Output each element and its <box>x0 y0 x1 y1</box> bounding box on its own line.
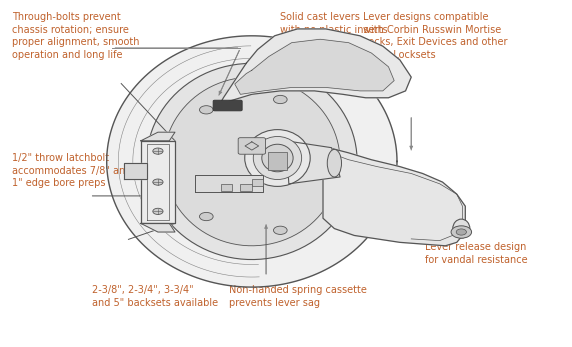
Text: Non-handed spring cassette
prevents lever sag: Non-handed spring cassette prevents leve… <box>229 285 367 308</box>
Polygon shape <box>141 132 175 141</box>
Text: Through-bolts prevent
chassis rotation; ensure
proper alignment, smooth
operatio: Through-bolts prevent chassis rotation; … <box>11 12 139 60</box>
Polygon shape <box>141 223 175 232</box>
Circle shape <box>273 95 287 104</box>
Circle shape <box>200 106 213 114</box>
Ellipse shape <box>453 219 470 238</box>
Ellipse shape <box>262 144 293 172</box>
Bar <box>240 184 252 191</box>
Polygon shape <box>286 141 340 184</box>
Circle shape <box>451 226 471 238</box>
Circle shape <box>153 148 163 154</box>
Polygon shape <box>195 175 263 193</box>
Bar <box>221 184 232 191</box>
Circle shape <box>153 179 163 185</box>
Ellipse shape <box>279 145 293 174</box>
Bar <box>268 152 287 170</box>
FancyBboxPatch shape <box>238 138 265 154</box>
Text: Lever designs compatible
with Corbin Russwin Mortise
Locks, Exit Devices and oth: Lever designs compatible with Corbin Rus… <box>363 12 507 60</box>
FancyBboxPatch shape <box>213 100 242 111</box>
Circle shape <box>273 226 287 235</box>
Ellipse shape <box>327 150 341 177</box>
Text: Lever release design
for vandal resistance: Lever release design for vandal resistan… <box>426 242 528 265</box>
Polygon shape <box>235 39 394 94</box>
Polygon shape <box>164 77 340 246</box>
Circle shape <box>200 212 213 221</box>
Text: Solid cast levers
with no plastic inserts: Solid cast levers with no plastic insert… <box>280 12 388 34</box>
Ellipse shape <box>245 130 310 186</box>
Polygon shape <box>218 29 411 108</box>
Polygon shape <box>124 163 146 179</box>
Ellipse shape <box>253 136 301 179</box>
Text: 1/2" throw latchbolt
accommodates 7/8" and
1" edge bore preps: 1/2" throw latchbolt accommodates 7/8" a… <box>11 153 131 188</box>
Polygon shape <box>323 148 465 246</box>
Text: 2-3/8", 2-3/4", 3-3/4"
and 5" backsets available: 2-3/8", 2-3/4", 3-3/4" and 5" backsets a… <box>93 285 219 308</box>
Circle shape <box>456 229 466 235</box>
Bar <box>252 179 263 186</box>
Polygon shape <box>107 36 397 287</box>
Polygon shape <box>146 64 357 260</box>
Polygon shape <box>141 141 175 223</box>
Circle shape <box>153 208 163 214</box>
